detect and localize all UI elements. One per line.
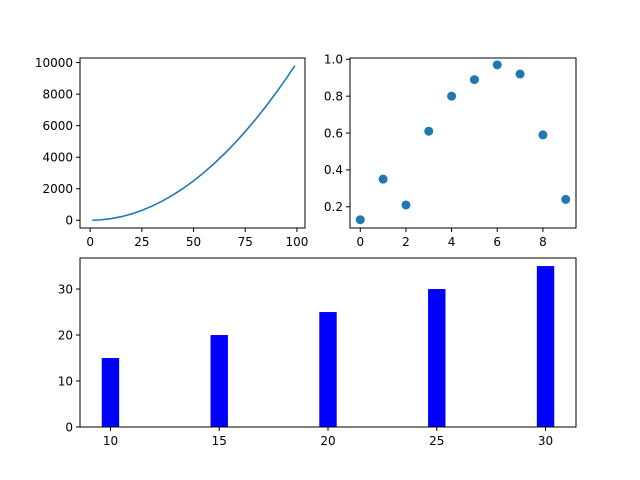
x-tick-label: 2 <box>402 235 410 249</box>
scatter-point <box>447 91 457 101</box>
y-tick-label: 10 <box>58 374 73 388</box>
bar <box>210 335 228 427</box>
y-tick-label: 0.2 <box>324 200 343 214</box>
x-tick-label: 100 <box>285 235 308 249</box>
x-tick-label: 25 <box>134 235 149 249</box>
series-line <box>92 65 296 222</box>
scatter-point <box>561 194 571 204</box>
x-tick-label: 0 <box>356 235 364 249</box>
axes-frame <box>79 57 306 229</box>
x-tick-label: 25 <box>429 434 444 448</box>
x-tick-label: 50 <box>186 235 201 249</box>
axes-frame <box>349 57 577 229</box>
bar <box>101 358 120 427</box>
y-tick-label: 30 <box>58 282 73 296</box>
y-tick-label: 6000 <box>42 119 73 133</box>
x-tick-label: 0 <box>86 235 94 249</box>
x-tick-label: 30 <box>538 434 553 448</box>
y-tick-label: 0.4 <box>324 163 343 177</box>
y-tick-label: 2000 <box>42 182 73 196</box>
x-tick-label: 4 <box>448 235 456 249</box>
x-tick-label: 15 <box>212 434 227 448</box>
bar <box>428 289 446 427</box>
scatter-point <box>469 75 479 85</box>
y-tick-label: 0 <box>65 420 73 434</box>
scatter-point <box>424 126 434 136</box>
line-chart-panel: 0 25 50 75 100 0 2000 4000 6000 8000 10000 <box>35 56 309 249</box>
scatter-point <box>401 200 411 210</box>
y-tick-label: 0.6 <box>324 126 343 140</box>
bar-chart-panel: 10 15 20 25 30 0 10 20 30 <box>58 257 577 448</box>
scatter-point <box>355 215 365 225</box>
x-tick-label: 75 <box>238 235 253 249</box>
x-tick-label: 8 <box>539 235 547 249</box>
y-tick-label: 1.0 <box>324 53 343 67</box>
y-tick-label: 4000 <box>42 150 73 164</box>
y-tick-label: 8000 <box>42 87 73 101</box>
bar <box>536 266 555 427</box>
bar <box>319 312 337 427</box>
y-tick-label: 20 <box>58 328 73 342</box>
x-tick-label: 6 <box>493 235 501 249</box>
scatter-point <box>492 60 502 70</box>
y-tick-label: 0.8 <box>324 89 343 103</box>
y-tick-label: 10000 <box>35 56 73 70</box>
scatter-point <box>378 174 388 184</box>
y-tick-label: 0 <box>65 214 73 228</box>
scatter-point <box>515 69 525 79</box>
x-tick-label: 10 <box>103 434 118 448</box>
x-tick-label: 20 <box>320 434 335 448</box>
scatter-point <box>538 130 548 140</box>
scatter-chart-panel: 0 2 4 6 8 0.2 0.4 0.6 0.8 1.0 <box>324 53 577 249</box>
